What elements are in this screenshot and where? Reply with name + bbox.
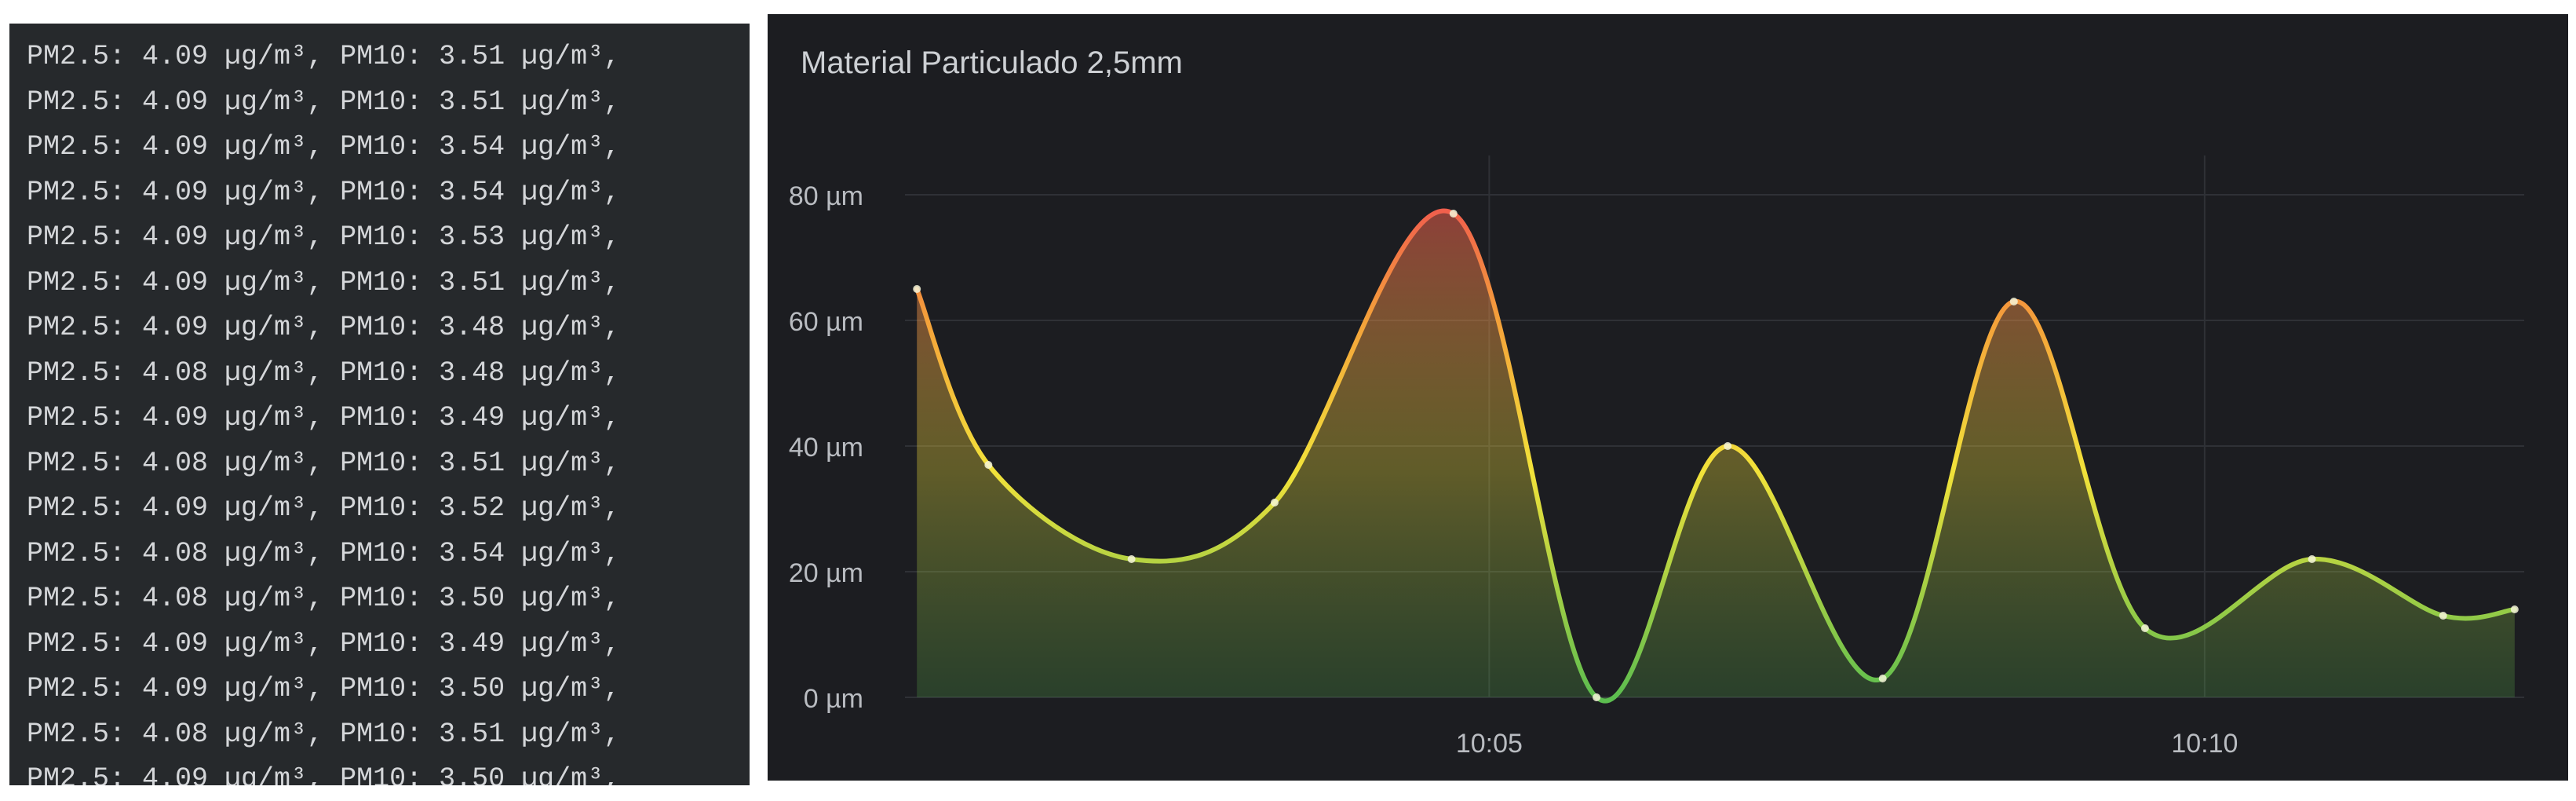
data-point [2439, 612, 2447, 620]
terminal-line: PM2.5: 4.08 µg/m³, PM10: 3.48 µg/m³, [27, 357, 621, 389]
terminal-lines: PM2.5: 4.09 µg/m³, PM10: 3.51 µg/m³, PM2.… [27, 35, 620, 785]
y-tick-label: 80 µm [789, 181, 863, 211]
terminal-line: PM2.5: 4.09 µg/m³, PM10: 3.49 µg/m³, [27, 627, 621, 660]
y-tick-label: 0 µm [804, 684, 863, 714]
terminal-line: PM2.5: 4.09 µg/m³, PM10: 3.52 µg/m³, [27, 492, 621, 524]
data-point [1449, 210, 1458, 218]
x-tick-label: 10:10 [2171, 729, 2238, 759]
panel-title: Material Particulado 2,5mm [801, 46, 1183, 80]
data-point [1724, 442, 1732, 450]
data-point [1127, 555, 1136, 563]
terminal-line: PM2.5: 4.09 µg/m³, PM10: 3.50 µg/m³, [27, 673, 621, 704]
data-point [2510, 605, 2519, 613]
terminal-line: PM2.5: 4.08 µg/m³, PM10: 3.51 µg/m³, [27, 447, 621, 479]
series-line [914, 208, 2517, 704]
data-point [1593, 693, 1601, 701]
terminal-line: PM2.5: 4.09 µg/m³, PM10: 3.51 µg/m³, [27, 86, 621, 118]
y-tick-label: 20 µm [789, 558, 863, 588]
chart-svg: 0 µm 20 µm 40 µm 60 µm 80 µm 10:05 10:10 [789, 155, 2524, 759]
chart-panel: 0 µm 20 µm 40 µm 60 µm 80 µm 10:05 10:10 Mater… [768, 14, 2568, 781]
terminal-line: PM2.5: 4.08 µg/m³, PM10: 3.51 µg/m³, [27, 718, 621, 750]
data-point [2009, 298, 2018, 305]
terminal-line: PM2.5: 4.09 µg/m³, PM10: 3.49 µg/m³, [27, 402, 621, 433]
y-tick-label: 40 µm [789, 433, 863, 463]
x-tick-label: 10:05 [1456, 729, 1523, 759]
data-point [984, 461, 993, 469]
terminal-line: PM2.5: 4.09 µg/m³, PM10: 3.51 µg/m³, [27, 41, 621, 72]
terminal-line: PM2.5: 4.09 µg/m³, PM10: 3.51 µg/m³, [27, 266, 621, 298]
data-point [1878, 675, 1887, 682]
terminal-line: PM2.5: 4.09 µg/m³, PM10: 3.50 µg/m³, [27, 763, 621, 785]
data-point [1270, 499, 1279, 507]
terminal-line: PM2.5: 4.09 µg/m³, PM10: 3.48 µg/m³, [27, 312, 621, 343]
data-point [2140, 624, 2149, 632]
terminal-line: PM2.5: 4.09 µg/m³, PM10: 3.54 µg/m³, [27, 131, 621, 163]
data-point [2308, 555, 2316, 563]
y-tick-label: 60 µm [789, 307, 863, 337]
terminal-line: PM2.5: 4.09 µg/m³, PM10: 3.53 µg/m³, [27, 221, 621, 253]
terminal-line: PM2.5: 4.08 µg/m³, PM10: 3.50 µg/m³, [27, 583, 621, 614]
terminal-output: PM2.5: 4.09 µg/m³, PM10: 3.51 µg/m³, PM2.… [9, 24, 750, 785]
terminal-line: PM2.5: 4.09 µg/m³, PM10: 3.54 µg/m³, [27, 176, 621, 208]
data-point [913, 285, 921, 293]
terminal-line: PM2.5: 4.08 µg/m³, PM10: 3.54 µg/m³, [27, 537, 621, 569]
